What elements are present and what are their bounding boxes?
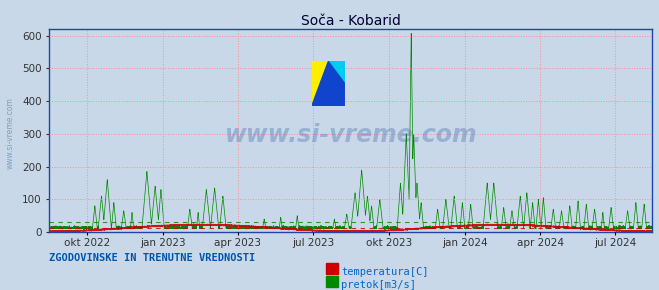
Title: Soča - Kobarid: Soča - Kobarid xyxy=(301,14,401,28)
Polygon shape xyxy=(328,61,345,84)
Text: www.si-vreme.com: www.si-vreme.com xyxy=(5,97,14,169)
Polygon shape xyxy=(312,61,328,106)
Text: www.si-vreme.com: www.si-vreme.com xyxy=(225,123,477,146)
Text: ZGODOVINSKE IN TRENUTNE VREDNOSTI: ZGODOVINSKE IN TRENUTNE VREDNOSTI xyxy=(49,253,256,263)
Text: temperatura[C]: temperatura[C] xyxy=(341,267,429,277)
Polygon shape xyxy=(312,61,345,106)
Text: pretok[m3/s]: pretok[m3/s] xyxy=(341,280,416,290)
